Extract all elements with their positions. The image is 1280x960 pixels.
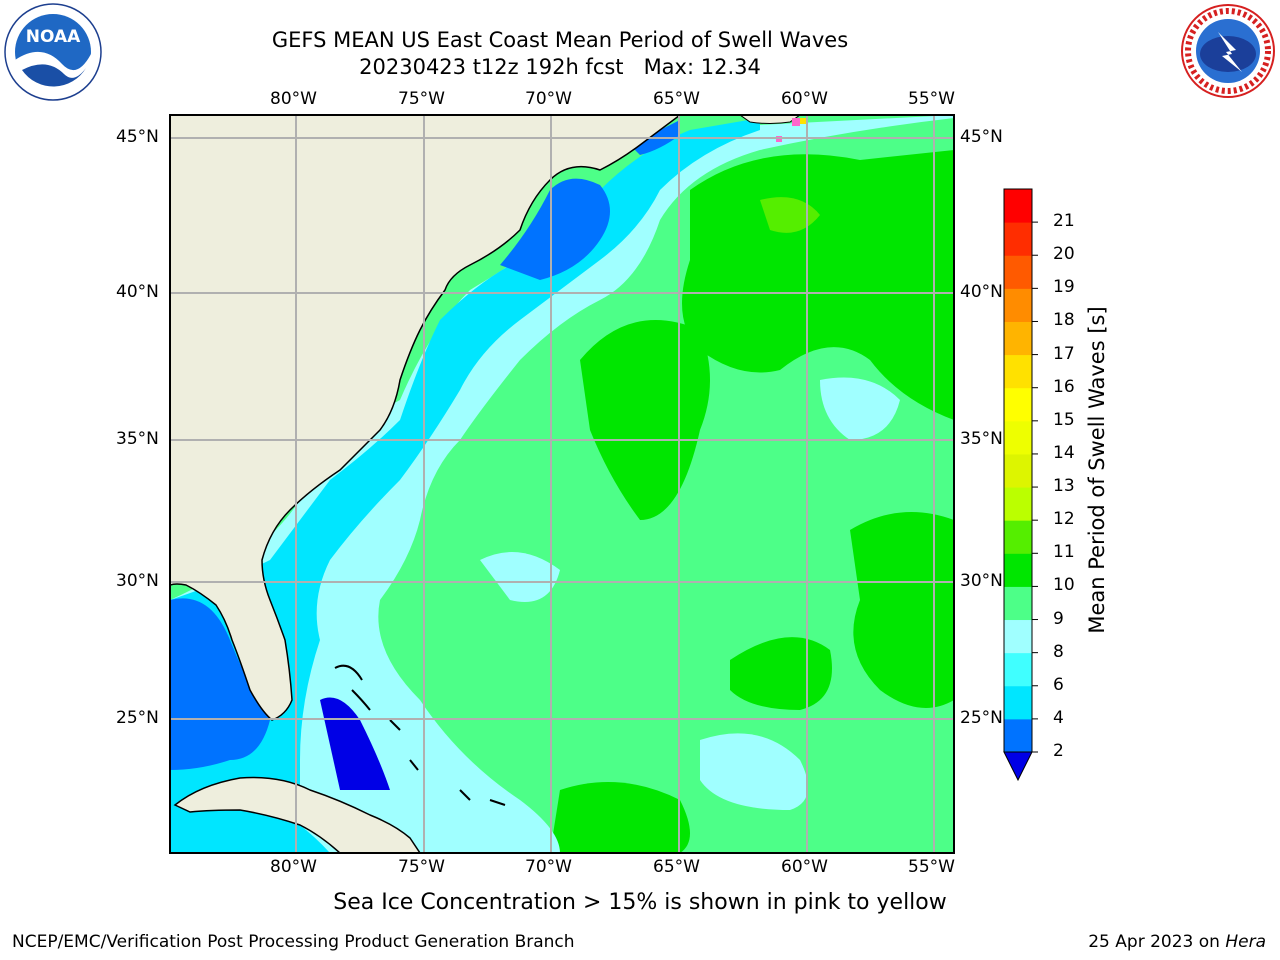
lon-label-top: 75°W [398,89,445,109]
colorbar-segment [1004,222,1032,256]
lon-label-bottom: 70°W [525,857,572,877]
period-2-4-zone [500,178,610,280]
colorbar-tick-label: 10 [1053,575,1075,596]
colorbar-label: Mean Period of Swell Waves [s] [1085,306,1109,634]
lon-label-bottom: 60°W [781,857,828,877]
nws-logo [1181,4,1275,98]
colorbar-segment [1004,189,1032,223]
colorbar-segment [1004,619,1032,654]
lat-label-right: 45°N [960,127,1003,147]
colorbar-tick-label: 16 [1053,376,1075,397]
lon-label-bottom: 80°W [270,857,317,877]
colorbar-tick-label: 8 [1053,641,1064,662]
map-subtitle: 20230423 t12z 192h fcst Max: 12.34 [359,55,761,79]
lon-label-top: 65°W [653,89,700,109]
lat-label-right: 30°N [960,571,1003,591]
colorbar-tick-label: 17 [1053,343,1075,364]
lon-label-top: 70°W [525,89,572,109]
colorbar-segment [1004,520,1032,554]
colorbar-segment [1004,652,1032,687]
lat-label-left: 40°N [116,282,159,302]
run-date-text: 25 Apr 2023 on [1088,932,1220,952]
colorbar-segment [1004,586,1032,621]
colorbar-tick-label: 14 [1053,442,1075,463]
map-gridlines [170,115,954,853]
colorbar-tick-label: 11 [1053,542,1075,563]
run-date: 25 Apr 2023 on Hera [1088,932,1266,952]
colorbar-segment [1004,487,1032,521]
cuba-land [173,776,421,853]
lat-label-right: 40°N [960,282,1003,302]
lat-label-left: 30°N [116,571,159,591]
lat-label-left: 45°N [116,127,159,147]
colorbar-tick-label: 19 [1053,277,1075,298]
colorbar-under-triangle [1003,751,1033,782]
credit-line: NCEP/EMC/Verification Post Processing Pr… [12,932,575,952]
colorbar-tick-label: 9 [1053,608,1064,629]
period-8-9-zone [170,115,954,853]
colorbar-segment [1004,321,1032,356]
lon-label-bottom: 75°W [398,857,445,877]
colorbar-tick-label: 18 [1053,310,1075,331]
colorbar-tick-label: 4 [1053,707,1064,728]
colorbar-segment [1004,453,1032,488]
noaa-logo-text: NOAA [26,27,81,47]
lat-label-left: 25°N [116,708,159,728]
noaa-logo: NOAA [4,3,102,101]
colorbar-tick-label: 21 [1053,211,1075,232]
colorbar-frame [1003,188,1033,753]
colorbar-segment [1004,553,1032,587]
colorbar-segment [1004,718,1032,753]
machine-name: Hera [1225,932,1266,952]
lat-label-left: 35°N [116,429,159,449]
lon-label-bottom: 55°W [908,857,955,877]
lon-label-top: 55°W [908,89,955,109]
us-east-coast-land [170,115,682,721]
bahamas-islands [334,664,506,806]
colorbar-segment [1004,255,1032,289]
colorbar-tick-label: 15 [1053,409,1075,430]
colorbar-tick-label: 2 [1053,741,1064,761]
colorbar-tick-label: 6 [1053,674,1064,695]
colorbar-segment [1004,354,1032,389]
colorbar-tick-label: 13 [1053,476,1075,497]
lat-label-right: 35°N [960,429,1003,449]
colorbar-segment [1004,685,1032,720]
colorbar-segment [1004,288,1032,322]
lon-label-top: 60°W [781,89,828,109]
lon-label-top: 80°W [270,89,317,109]
lon-label-bottom: 65°W [653,857,700,877]
colorbar [1003,188,1038,782]
colorbar-segment [1004,387,1032,422]
colorbar-segment [1004,420,1032,455]
sea-ice-note: Sea Ice Concentration > 15% is shown in … [333,890,947,915]
lat-label-right: 25°N [960,708,1003,728]
colorbar-tick-label: 20 [1053,244,1075,265]
colorbar-tick-label: 12 [1053,509,1075,530]
map-title: GEFS MEAN US East Coast Mean Period of S… [271,28,849,52]
map-frame [169,114,955,854]
period-10-11-zone [550,150,954,853]
